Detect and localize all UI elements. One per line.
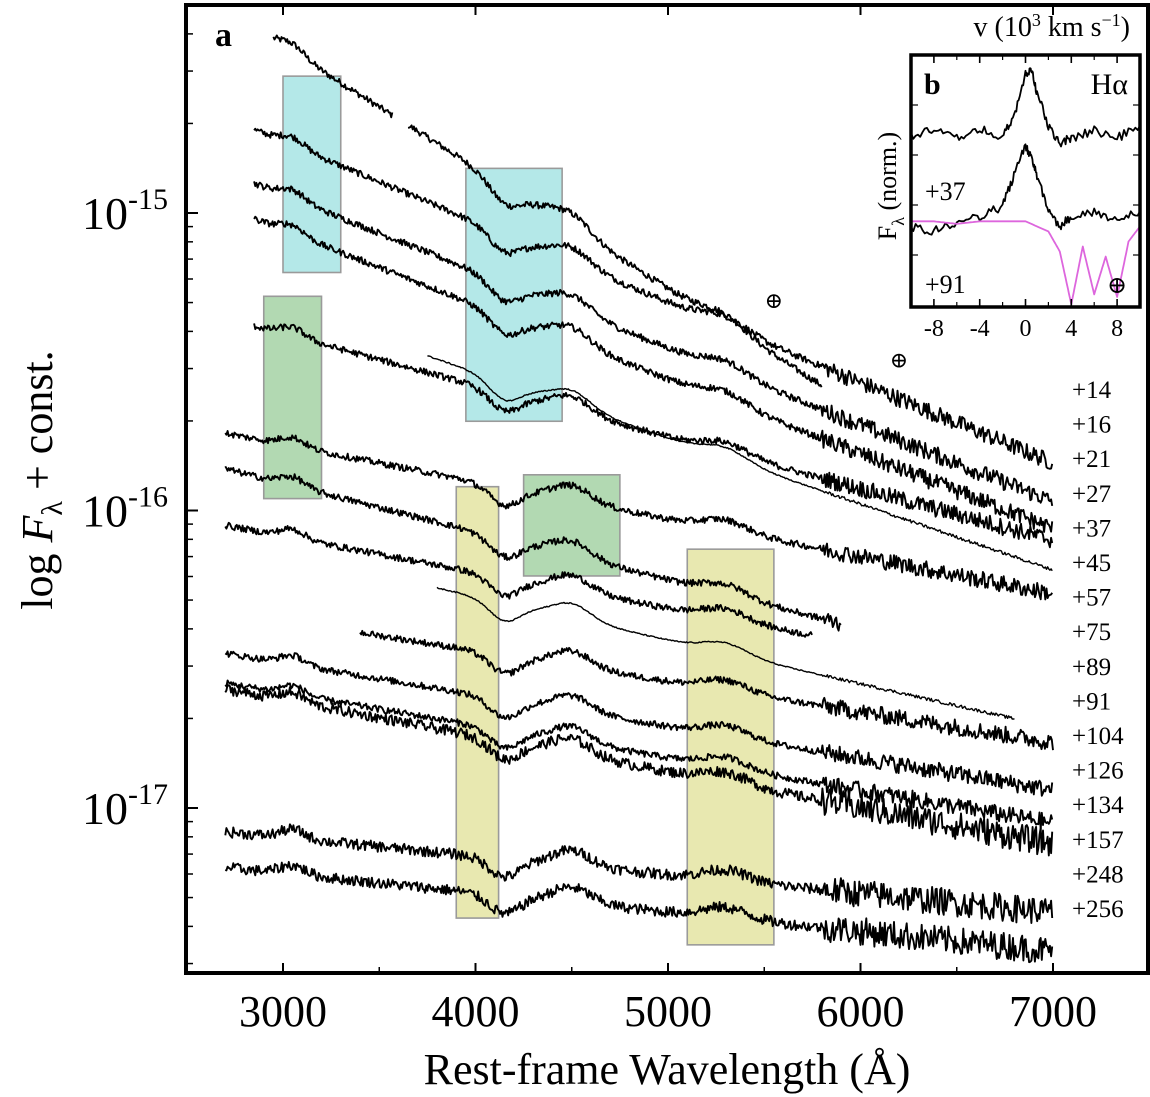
highlight-region: [262, 295, 323, 500]
inset-x-tick-label: -4: [970, 316, 990, 342]
annotations: ⊕⊕: [765, 288, 909, 373]
x-tick-label: 4000: [432, 987, 520, 1036]
earth-symbol: ⊕: [890, 348, 908, 373]
x-axis-label: Rest-frame Wavelength (Å): [424, 1045, 911, 1094]
epoch-label: +256: [1072, 896, 1124, 923]
x-tick-label: 6000: [817, 987, 905, 1036]
panel-b-label: b: [924, 68, 941, 101]
earth-symbol: ⊕: [765, 288, 783, 313]
halpha-profile: [910, 143, 1141, 236]
inset-x-axis-label: v (103 km s−1): [974, 10, 1131, 43]
inset-earth-symbol: ⊕: [1107, 273, 1127, 299]
epoch-label: +14: [1072, 377, 1112, 404]
spectrum-line: [436, 586, 1015, 720]
x-ticks: 3000 4000 5000 6000 7000: [186, 5, 1097, 1036]
spectrum-line: [224, 465, 842, 632]
highlight-region: [282, 75, 342, 274]
panel-b-inset: -8 -4 0 4 8 b Hα +37 +91 ⊕ v (103 km s−1) Fλ…: [873, 10, 1142, 342]
spectrum-line: [224, 679, 1054, 830]
epoch-label: +45: [1072, 550, 1111, 577]
x-tick-label: 3000: [239, 987, 327, 1036]
inset-x-tick-label: 0: [1020, 316, 1032, 342]
y-axis-label: log Fλ + const.: [13, 350, 69, 609]
spectrum-line: [253, 181, 1054, 507]
epoch-label: +89: [1072, 654, 1111, 681]
epoch-label: +248: [1072, 861, 1124, 888]
spectrum-line: [253, 215, 1054, 533]
epoch-label: +21: [1072, 446, 1111, 473]
y-ticks: 10-15 10-16 10-17: [82, 4, 198, 965]
inset-background: [911, 55, 1140, 307]
spectrum-line: [224, 860, 1054, 964]
panel-a-label: a: [215, 17, 232, 54]
epoch-label: +104: [1072, 723, 1124, 750]
halpha-profile: [910, 67, 1141, 148]
inset-title: Hα: [1091, 68, 1129, 101]
x-tick-label: 7000: [1009, 987, 1097, 1036]
spectrum-line: [224, 430, 1053, 601]
spectrum-line: [272, 34, 394, 119]
y-tick-label: 10-15: [82, 183, 168, 239]
highlight-region: [455, 485, 500, 919]
y-tick-label: 10-17: [82, 778, 168, 834]
spectrum-line: [253, 127, 1054, 470]
epoch-label: +27: [1072, 481, 1111, 508]
inset-y-axis-label: Fλ (norm.): [873, 132, 908, 240]
inset-x-tick-label: 8: [1111, 316, 1123, 342]
spectrum-line: [224, 683, 1054, 857]
epoch-label: +37: [1072, 515, 1111, 542]
epoch-labels: +14 +16 +21 +27 +37 +45 +57 +75 +89 +91 +104 +126 +1…: [1072, 377, 1124, 923]
epoch-label: +91: [1072, 688, 1111, 715]
inset-lines: [910, 67, 1141, 306]
inset-x-tick-label: -8: [924, 316, 944, 342]
inset-x-ticks: -8 -4 0 4 8: [910, 55, 1141, 342]
spectra-lines: [224, 34, 1054, 964]
spectrum-line: [407, 124, 823, 388]
highlight-regions: [262, 75, 775, 946]
spectrum-line: [224, 823, 1054, 924]
epoch-label: +126: [1072, 758, 1124, 785]
telluric-line: [911, 220, 1141, 306]
spectrum-line: [253, 323, 1054, 549]
inset-x-tick-label: 4: [1065, 316, 1077, 342]
inset-series-label-91: +91: [925, 270, 966, 299]
epoch-label: +57: [1072, 585, 1111, 612]
inset-series-label-37: +37: [925, 177, 966, 206]
spectrum-line: [427, 355, 1053, 572]
spectrum-line: [224, 521, 813, 638]
x-tick-label: 5000: [624, 987, 712, 1036]
epoch-label: +157: [1072, 827, 1124, 854]
spectrum-line: [224, 650, 1054, 797]
epoch-label: +75: [1072, 619, 1111, 646]
y-tick-label: 10-16: [82, 481, 168, 537]
epoch-label: +134: [1072, 792, 1124, 819]
spectrum-line: [359, 629, 1054, 751]
epoch-label: +16: [1072, 412, 1111, 439]
